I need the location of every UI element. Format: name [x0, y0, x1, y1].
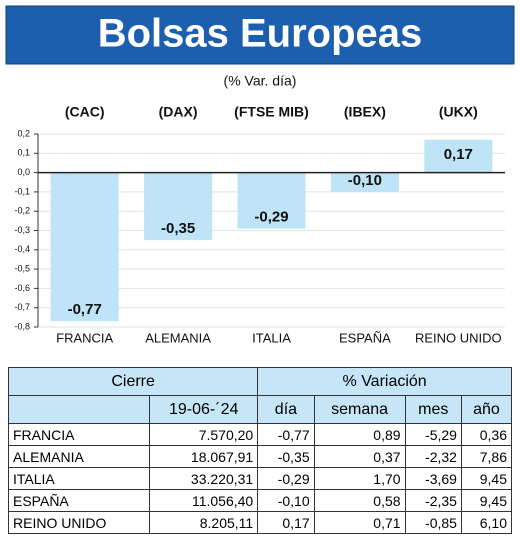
table-cell: 19-06-´24	[149, 395, 259, 424]
y-tick-label: -0,8	[14, 321, 30, 331]
y-tick-label: 0,1	[17, 148, 30, 158]
table-row: ESPAÑA 11.056,40 -0,10 0,58 -2,35 9,45	[7, 489, 513, 512]
bar	[424, 139, 493, 173]
y-tick-label: -0,2	[14, 206, 30, 216]
table-cell: -0,77	[257, 423, 315, 446]
x-tick-label: ALEMANIA	[145, 330, 211, 345]
chart: Bolsas Europeas (% Var. día) 0,2 0,1 0,0 -0…	[5, 5, 515, 345]
table-cell: 7.570,20	[149, 423, 259, 446]
data-table: Cierre% Variación 19-06-´24 día semana mes a…	[7, 367, 513, 534]
table-cell: -0,10	[257, 489, 315, 512]
table-cell: 11.056,40	[149, 489, 259, 512]
table-cell: 33.220,31	[149, 467, 259, 490]
header-cell: Cierre	[7, 367, 259, 396]
table-cell: 0,71	[313, 511, 406, 534]
table-cell: 0,58	[313, 489, 406, 512]
value-label: -0,10	[348, 172, 382, 189]
table-cell: ITALIA	[7, 467, 151, 490]
title-banner	[5, 5, 515, 65]
table-cell: REINO UNIDO	[7, 511, 151, 534]
bar	[144, 172, 213, 241]
table-cell: mes	[404, 395, 462, 424]
value-label: -0,35	[161, 220, 195, 237]
value-label: -0,29	[254, 209, 288, 226]
table-cell: -3,69	[404, 467, 462, 490]
table-row: ALEMANIA 18.067,91 -0,35 0,37 -2,32 7,86	[7, 445, 513, 468]
y-tick-label: 0,0	[17, 167, 30, 177]
table-cell: -0,29	[257, 467, 315, 490]
table-cell: 0,89	[313, 423, 406, 446]
chart-title: Bolsas Europeas	[98, 12, 423, 56]
index-label: (DAX)	[159, 104, 198, 120]
index-label: (CAC)	[65, 104, 105, 120]
table-cell: semana	[313, 395, 406, 424]
header-cell	[7, 395, 151, 424]
y-tick-label: -0,3	[14, 225, 30, 235]
bar	[237, 172, 306, 229]
x-tick-label: REINO UNIDO	[415, 330, 502, 345]
table-cell: día	[257, 395, 315, 424]
table-cell: -5,29	[404, 423, 462, 446]
table-cell: 8.205,11	[149, 511, 259, 534]
bar	[330, 172, 399, 192]
y-tick-label: -0,1	[14, 186, 30, 196]
table-cell: -2,32	[404, 445, 462, 468]
table-cell: 0,36	[460, 423, 513, 446]
table-cell: -0,85	[404, 511, 462, 534]
header-cell: % Variación	[257, 367, 512, 396]
table-cell: 18.067,91	[149, 445, 259, 468]
y-tick-label: -0,5	[14, 263, 30, 273]
chart-subtitle: (% Var. día)	[224, 73, 297, 89]
table-row: ITALIA 33.220,31 -0,29 1,70 -3,69 9,45	[7, 467, 513, 490]
value-label: 0,17	[444, 146, 473, 163]
table-cell: 0,17	[257, 511, 315, 534]
table-row: FRANCIA 7.570,20 -0,77 0,89 -5,29 0,36	[7, 423, 513, 446]
index-label: (UKX)	[439, 104, 478, 120]
index-label: (IBEX)	[344, 104, 386, 120]
table-row: REINO UNIDO 8.205,11 0,17 0,71 -0,85 6,10	[7, 511, 513, 534]
y-tick-label: -0,6	[14, 283, 30, 293]
y-tick-label: -0,7	[14, 302, 30, 312]
y-tick-label: -0,4	[14, 244, 30, 254]
y-tick-label: 0,2	[17, 128, 30, 138]
table-cell: -2,35	[404, 489, 462, 512]
table-cell: año	[460, 395, 513, 424]
index-label: (FTSE MIB)	[234, 104, 309, 120]
x-tick-label: FRANCIA	[56, 330, 113, 345]
table-cell: -0,35	[257, 445, 315, 468]
x-tick-label: ITALIA	[252, 330, 291, 345]
x-tick-label: ESPAÑA	[339, 330, 391, 345]
table-cell: 9,45	[460, 467, 513, 490]
table-cell: 1,70	[313, 467, 406, 490]
value-label: -0,77	[68, 301, 102, 318]
table-cell: ESPAÑA	[7, 489, 151, 512]
table-cell: 9,45	[460, 489, 513, 512]
table-cell: ALEMANIA	[7, 445, 151, 468]
table-cell: 6,10	[460, 511, 513, 534]
bar	[50, 172, 119, 322]
table-cell: 7,86	[460, 445, 513, 468]
table-cell: 0,37	[313, 445, 406, 468]
table-cell: FRANCIA	[7, 423, 151, 446]
